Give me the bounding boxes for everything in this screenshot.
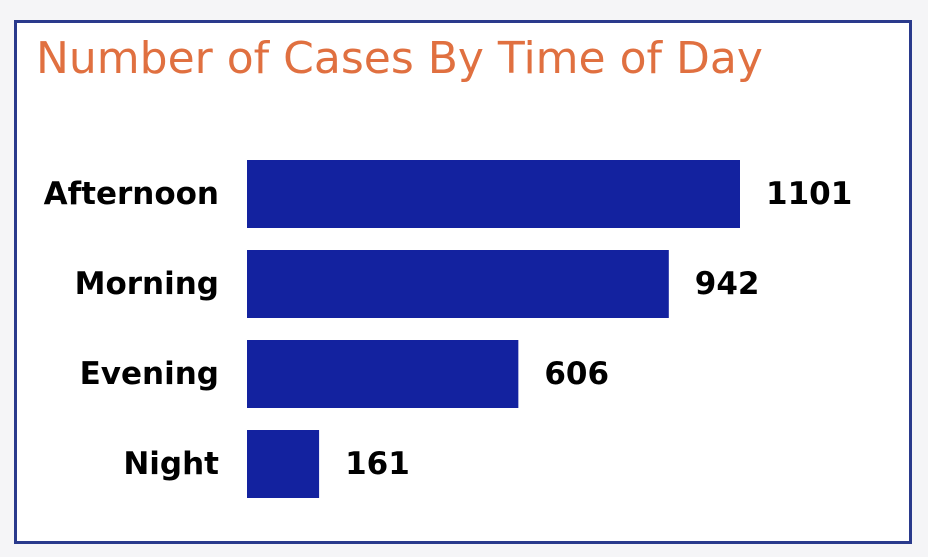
category-label-night: Night [123, 446, 219, 482]
category-label-morning: Morning [75, 266, 219, 302]
value-label-morning: 942 [695, 266, 760, 302]
chart-card: Number of Cases By Time of Day [14, 20, 912, 544]
bar-afternoon [247, 160, 740, 228]
value-label-night: 161 [345, 446, 410, 482]
bar-night [247, 430, 320, 498]
bars-group: Afternoon 1101 Morning 942 Evening 606 Night 16… [44, 160, 852, 498]
bar-morning [247, 250, 669, 318]
chart-title: Number of Cases By Time of Day [36, 33, 763, 84]
value-label-afternoon: 1101 [766, 176, 852, 212]
bar-evening [247, 340, 519, 408]
category-label-afternoon: Afternoon [44, 176, 219, 212]
category-label-evening: Evening [80, 356, 219, 392]
value-label-evening: 606 [544, 356, 609, 392]
